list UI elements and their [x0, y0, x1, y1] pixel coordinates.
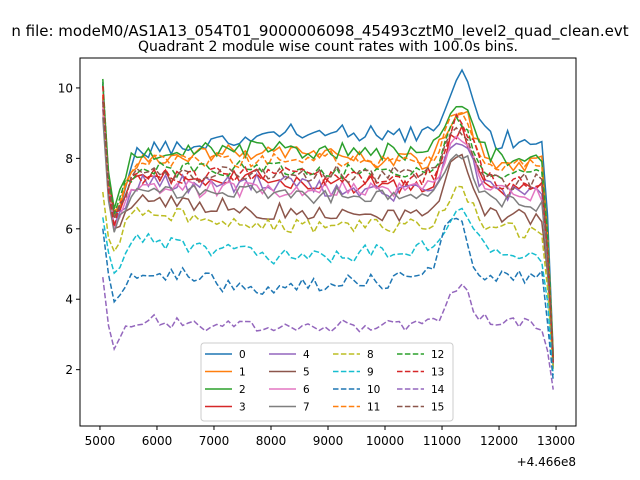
- series-line-10: [102, 217, 554, 381]
- legend-label-13: 13: [431, 367, 444, 379]
- chart-title: Quadrant 2 module wise count rates with …: [138, 39, 518, 55]
- x-tick-label: 5000: [85, 434, 116, 448]
- y-tick-label: 8: [65, 152, 73, 166]
- series-line-8: [102, 185, 554, 369]
- legend-label-12: 12: [431, 349, 444, 361]
- legend-label-1: 1: [239, 367, 246, 379]
- x-tick-label: 11000: [423, 434, 461, 448]
- legend-label-6: 6: [303, 384, 310, 396]
- series-line-5: [102, 109, 554, 368]
- series-line-2: [102, 83, 554, 357]
- x-tick-label: 12000: [480, 434, 518, 448]
- legend-label-8: 8: [367, 349, 374, 361]
- series-line-7: [102, 117, 554, 366]
- legend-label-10: 10: [367, 384, 380, 396]
- y-tick-label: 6: [65, 222, 73, 236]
- series-line-15: [102, 101, 554, 361]
- x-tick-label: 8000: [256, 434, 287, 448]
- legend-label-5: 5: [303, 367, 310, 379]
- series-line-4: [102, 96, 554, 364]
- y-tick-label: 4: [65, 293, 73, 307]
- x-axis: 5000 6000 7000 8000 9000 10000 11000 12000 13000: [85, 426, 575, 448]
- x-tick-label: 7000: [199, 434, 230, 448]
- x-offset-label: +4.466e8: [517, 455, 576, 469]
- y-axis: 2 4 6 8 10: [58, 81, 80, 377]
- legend-label-15: 15: [431, 402, 444, 414]
- legend-label-4: 4: [303, 349, 310, 361]
- legend-label-0: 0: [239, 349, 246, 361]
- series-line-14: [102, 277, 554, 390]
- y-tick-label: 10: [58, 81, 73, 95]
- series-layer: [102, 68, 554, 390]
- legend-label-3: 3: [239, 402, 246, 414]
- x-tick-label: 10000: [366, 434, 404, 448]
- legend-label-14: 14: [431, 384, 445, 396]
- x-tick-label: 9000: [313, 434, 344, 448]
- series-line-0: [102, 68, 554, 354]
- legend-label-2: 2: [239, 384, 246, 396]
- legend-label-7: 7: [303, 402, 310, 414]
- figure-suptitle: n file: modeM0/AS1A13_054T01_9000006098_…: [11, 22, 628, 41]
- legend-label-9: 9: [367, 367, 374, 379]
- legend-label-11: 11: [367, 402, 380, 414]
- y-tick-label: 2: [65, 363, 73, 377]
- series-line-3: [102, 97, 554, 364]
- x-tick-label: 13000: [537, 434, 575, 448]
- series-line-11: [102, 94, 554, 358]
- legend-frame: [200, 342, 454, 422]
- series-line-12: [102, 78, 554, 359]
- series-line-6: [102, 105, 554, 362]
- series-line-9: [102, 207, 554, 376]
- series-line-13: [102, 85, 554, 363]
- x-tick-label: 6000: [142, 434, 173, 448]
